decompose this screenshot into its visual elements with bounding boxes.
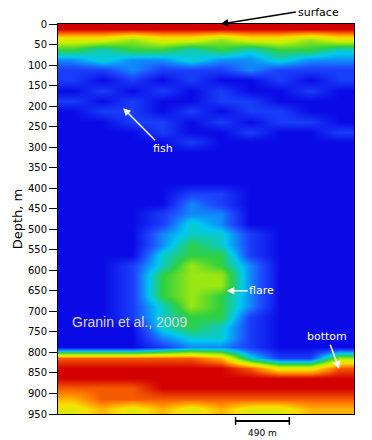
svg-text:surface: surface	[298, 6, 339, 19]
svg-text:500: 500	[28, 224, 47, 235]
svg-text:800: 800	[28, 347, 47, 358]
svg-text:400: 400	[28, 183, 47, 194]
svg-text:900: 900	[28, 388, 47, 399]
svg-text:Granin et al., 2009: Granin et al., 2009	[72, 314, 187, 330]
svg-text:bottom: bottom	[307, 330, 347, 343]
svg-text:250: 250	[28, 121, 47, 132]
svg-text:450: 450	[28, 203, 47, 214]
svg-text:850: 850	[28, 367, 47, 378]
svg-text:0: 0	[41, 19, 47, 30]
svg-text:flare: flare	[249, 284, 274, 297]
svg-text:300: 300	[28, 142, 47, 153]
svg-text:650: 650	[28, 285, 47, 296]
svg-text:150: 150	[28, 80, 47, 91]
svg-text:490 m: 490 m	[248, 428, 277, 438]
svg-text:50: 50	[34, 39, 47, 50]
svg-text:fish: fish	[153, 142, 173, 155]
svg-text:Depth, m: Depth, m	[10, 189, 25, 250]
svg-text:600: 600	[28, 265, 47, 276]
svg-text:750: 750	[28, 326, 47, 337]
svg-text:550: 550	[28, 244, 47, 255]
svg-text:350: 350	[28, 162, 47, 173]
svg-text:200: 200	[28, 101, 47, 112]
svg-text:950: 950	[28, 409, 47, 420]
svg-text:100: 100	[28, 60, 47, 71]
svg-text:700: 700	[28, 306, 47, 317]
